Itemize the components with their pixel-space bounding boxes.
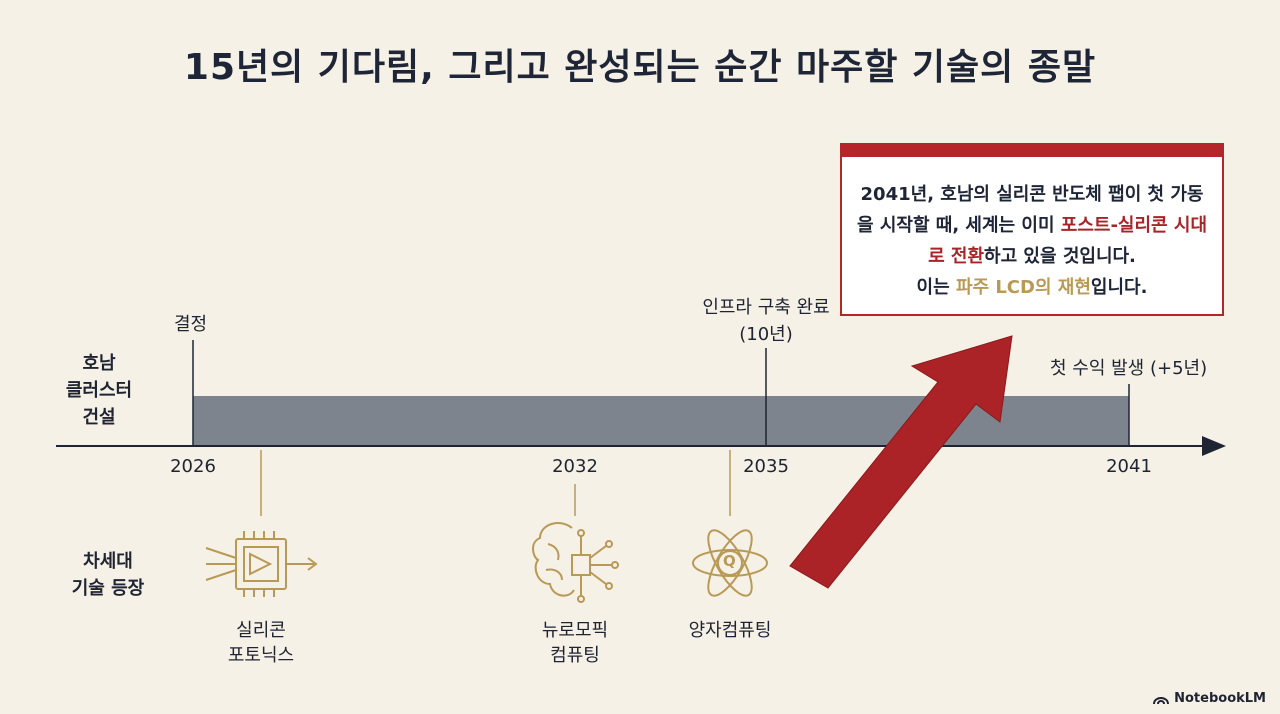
brand-text: NotebookLM: [1174, 691, 1266, 706]
notebooklm-logo-icon: [1153, 696, 1170, 704]
callout-accent-bar: [842, 145, 1222, 157]
callout-box: 2041년, 호남의 실리콘 반도체 팹이 첫 가동을 시작할 때, 세계는 이…: [840, 143, 1224, 316]
callout-text-part: 입니다.: [1090, 277, 1148, 298]
quantum-q-label: Q: [723, 552, 736, 570]
brand-watermark: NotebookLM: [1153, 691, 1266, 706]
silicon-photonics-chip-icon: [205, 531, 318, 597]
quantum-atom-icon: [692, 529, 768, 597]
year-label: 2035: [743, 456, 789, 477]
year-label: 2041: [1106, 456, 1152, 477]
page-title: 15년의 기다림, 그리고 완성되는 순간 마주할 기술의 종말: [183, 47, 1097, 88]
tech-label-quantum: 양자컴퓨팅: [688, 620, 772, 641]
callout-highlight-post-silicon: 포스트-실리콘 시대로 전환: [928, 215, 1207, 267]
year-label: 2026: [170, 456, 216, 477]
callout-text-part: 하고 있을 것입니다.: [984, 246, 1136, 267]
callout-text: 2041년, 호남의 실리콘 반도체 팹이 첫 가동을 시작할 때, 세계는 이…: [854, 179, 1210, 303]
tech-label-photonics: 실리콘 포토닉스: [227, 620, 295, 666]
year-label: 2032: [552, 456, 598, 477]
tech-label-neuromorphic: 뉴로모픽 컴퓨팅: [541, 620, 609, 666]
callout-text-part: 2041년, 호남의 실리콘 반도체 팹이 첫 가동을 시작할 때, 세계는 이…: [857, 184, 1204, 236]
callout-text-part: 이는: [916, 277, 956, 298]
callout-highlight-paju: 파주 LCD의 재현: [955, 277, 1091, 298]
row-label-tech: 차세대 기술 등장: [71, 551, 145, 599]
row-label-cluster: 호남 클러스터 건설: [65, 353, 133, 428]
milestone-infra-label: 인프라 구축 완료 (10년): [702, 297, 830, 345]
milestone-decision-label: 결정: [174, 314, 208, 335]
milestone-revenue-label: 첫 수익 발생 (+5년): [1050, 358, 1208, 379]
emphasis-arrow: [789, 335, 1013, 589]
neuromorphic-brain-chip-icon: [532, 522, 619, 603]
